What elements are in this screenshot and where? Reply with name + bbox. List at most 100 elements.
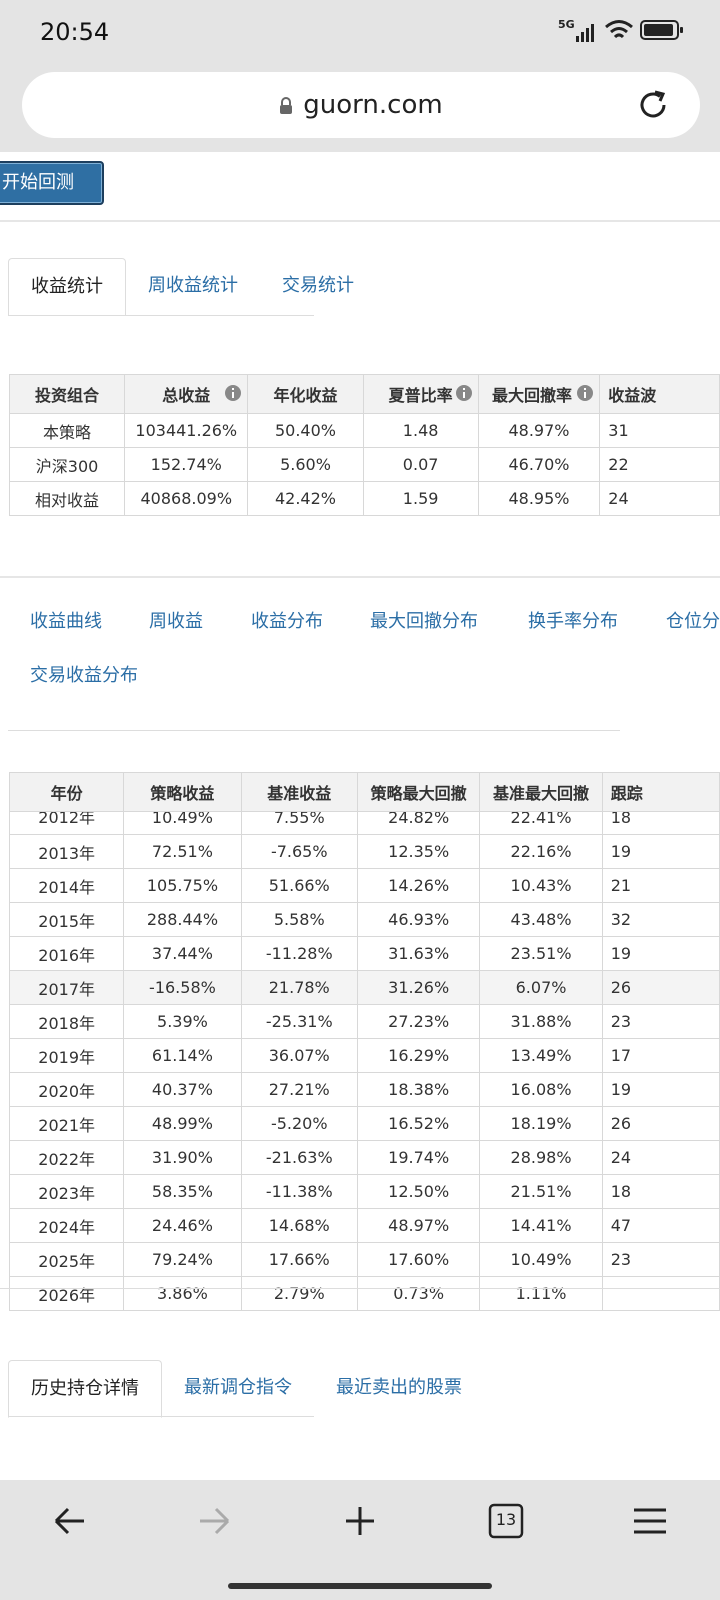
- cell: 46.70%: [477, 447, 601, 482]
- cell: 24: [601, 1140, 720, 1175]
- cell: 10.49%: [123, 811, 242, 835]
- tab-return-stats[interactable]: 收益统计: [8, 258, 126, 316]
- reload-icon[interactable]: [636, 88, 670, 126]
- cell: 2024年: [8, 1208, 125, 1243]
- cell: 22.16%: [479, 834, 603, 869]
- info-icon[interactable]: [577, 385, 594, 405]
- tab-count: 13: [495, 1510, 517, 1529]
- url-display[interactable]: guorn.com: [22, 90, 700, 122]
- cell: 48.97%: [356, 1208, 481, 1243]
- status-icons: 5G: [558, 18, 684, 46]
- cell: 105.75%: [123, 868, 242, 903]
- cell: 47: [601, 1208, 720, 1243]
- status-time: 20:54: [40, 18, 110, 46]
- info-icon[interactable]: [225, 385, 242, 405]
- cell: 36.07%: [240, 1038, 358, 1073]
- table-row: 2015年 288.44% 5.58% 46.93% 43.48% 32: [8, 902, 720, 937]
- cell: 14.26%: [356, 868, 481, 903]
- cell: 2015年: [8, 902, 125, 937]
- cell: 19: [601, 1072, 720, 1107]
- menu-icon[interactable]: [632, 1505, 668, 1541]
- table-row: 2012年 10.49% 7.55% 24.82% 22.41% 18: [8, 811, 720, 835]
- table-row: 2020年 40.37% 27.21% 18.38% 16.08% 19: [8, 1072, 720, 1107]
- cell: 19: [601, 834, 720, 869]
- table-row: 2019年 61.14% 36.07% 16.29% 13.49% 17: [8, 1038, 720, 1073]
- cell: 12.50%: [356, 1174, 481, 1209]
- tab-max-drawdown-distribution[interactable]: 最大回撤分布: [370, 611, 478, 632]
- cell: 16.08%: [479, 1072, 603, 1107]
- tab-weekly-return[interactable]: 周收益: [149, 611, 203, 632]
- header-annual-return: 年化收益: [247, 374, 364, 414]
- summary-table: 投资组合 总收益 年化收益 夏普比率 最大回撤率 收益波 本策略 103441.…: [8, 374, 720, 516]
- header-sharpe: 夏普比率: [362, 374, 479, 414]
- cell: 2013年: [8, 834, 125, 869]
- cell: 17.66%: [240, 1242, 358, 1277]
- holdings-tabs: 历史持仓详情 最新调仓指令 最近卖出的股票: [8, 1360, 484, 1418]
- tabs-icon[interactable]: 13: [488, 1503, 524, 1543]
- cell: 16.29%: [356, 1038, 481, 1073]
- table-row: 2026年 3.86% 2.79% 0.73% 1.11%: [8, 1276, 720, 1311]
- cell: -25.31%: [240, 1004, 358, 1039]
- cell: 0.07: [362, 447, 479, 482]
- tab-turnover-distribution[interactable]: 换手率分布: [528, 611, 618, 632]
- network-label: 5G: [558, 18, 575, 31]
- cell: 79.24%: [123, 1242, 242, 1277]
- cell: 48.95%: [477, 481, 601, 516]
- cell: 48.99%: [123, 1106, 242, 1141]
- table-row: 2024年 24.46% 14.68% 48.97% 14.41% 47: [8, 1208, 720, 1243]
- cell: 23: [601, 1242, 720, 1277]
- tab-latest-rebalance[interactable]: 最新调仓指令: [184, 1377, 292, 1398]
- header-strategy-return: 策略收益: [123, 772, 242, 812]
- home-indicator[interactable]: [228, 1583, 492, 1589]
- cell: 19.74%: [356, 1140, 481, 1175]
- cell: [601, 1276, 720, 1311]
- cell: 22.41%: [479, 811, 603, 835]
- cell: 31.88%: [479, 1004, 603, 1039]
- cell: 17.60%: [356, 1242, 481, 1277]
- table-row: 2017年 -16.58% 21.78% 31.26% 6.07% 26: [8, 970, 720, 1005]
- cell: 2018年: [8, 1004, 125, 1039]
- url-text: guorn.com: [303, 90, 443, 120]
- table-row: 2021年 48.99% -5.20% 16.52% 18.19% 26: [8, 1106, 720, 1141]
- cell: 37.44%: [123, 936, 242, 971]
- header-year: 年份: [8, 772, 125, 812]
- cell: 58.35%: [123, 1174, 242, 1209]
- cell: 31.90%: [123, 1140, 242, 1175]
- divider: [0, 576, 720, 578]
- table-row: 2023年 58.35% -11.38% 12.50% 21.51% 18: [8, 1174, 720, 1209]
- cell: -11.28%: [240, 936, 358, 971]
- tab-return-curve[interactable]: 收益曲线: [30, 611, 102, 632]
- back-icon[interactable]: [52, 1505, 88, 1541]
- cell: 1.59: [362, 481, 479, 516]
- address-bar[interactable]: guorn.com: [22, 72, 700, 138]
- table-row: 2018年 5.39% -25.31% 27.23% 31.88% 23: [8, 1004, 720, 1039]
- tab-position-distribution[interactable]: 仓位分: [666, 611, 720, 632]
- cell: 24: [599, 481, 720, 516]
- new-tab-icon[interactable]: [342, 1505, 378, 1541]
- tab-trade-stats[interactable]: 交易统计: [282, 275, 354, 296]
- start-backtest-button[interactable]: 开始回测: [0, 161, 104, 205]
- cell: 17: [601, 1038, 720, 1073]
- cell: 1.11%: [479, 1276, 603, 1311]
- battery-icon: [640, 18, 684, 46]
- cell: 26: [601, 1106, 720, 1141]
- cell: 本策略: [8, 413, 126, 448]
- cell: 46.93%: [356, 902, 481, 937]
- info-icon[interactable]: [455, 385, 472, 405]
- tab-weekly-return-stats[interactable]: 周收益统计: [148, 275, 238, 296]
- table-row: 本策略 103441.26% 50.40% 1.48 48.97% 31: [8, 413, 720, 448]
- tab-return-distribution[interactable]: 收益分布: [251, 611, 323, 632]
- cell: -21.63%: [240, 1140, 358, 1175]
- cell: 103441.26%: [124, 413, 249, 448]
- cell: 14.68%: [240, 1208, 358, 1243]
- cell: 61.14%: [123, 1038, 242, 1073]
- cell: 5.60%: [247, 447, 364, 482]
- cell: 2016年: [8, 936, 125, 971]
- tab-recently-sold[interactable]: 最近卖出的股票: [336, 1377, 462, 1398]
- cell: -11.38%: [240, 1174, 358, 1209]
- cell: 22: [599, 447, 720, 482]
- tab-trade-return-distribution[interactable]: 交易收益分布: [30, 665, 138, 686]
- tab-holdings-history[interactable]: 历史持仓详情: [8, 1360, 162, 1418]
- cell: 43.48%: [479, 902, 603, 937]
- forward-icon[interactable]: [196, 1505, 232, 1541]
